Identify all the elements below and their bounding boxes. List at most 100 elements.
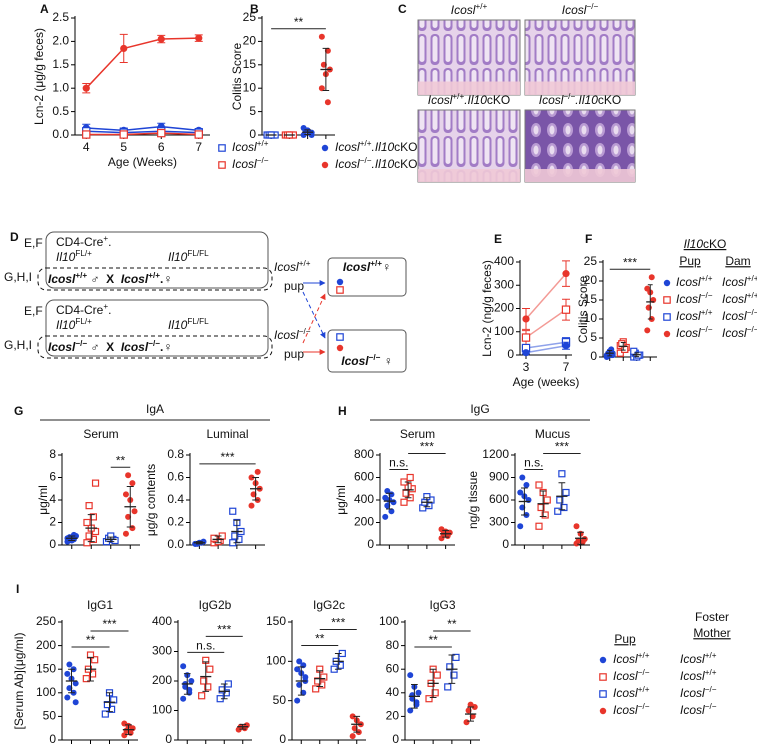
legend-label-part: Icosl [680,669,705,683]
point [157,35,165,43]
point [562,488,570,497]
x-tick-label: 6 [158,140,165,154]
legend-label: Icosl−/− [722,308,757,324]
legend-marker [599,656,607,664]
y-tick-label: 0 [502,537,509,551]
sd-bar [647,284,653,320]
sd-bar [521,487,528,516]
point [349,713,356,720]
y-tick-label: 10 [243,80,257,94]
y-tick-label: 0 [392,732,399,746]
cross-text-part: FL/+ [75,317,92,326]
point [320,673,328,681]
point [537,503,545,512]
y-axis-label: Colitis Score [230,43,244,111]
point [463,719,470,726]
legend-marker [663,330,671,338]
legend-marker [599,707,607,715]
legend-label-part: Icosl [613,669,638,683]
y-axis-label: Lcn-2 (μg/g feces) [32,28,46,125]
cross-text: Il10FL/+ [56,249,92,265]
y-tick-label: 0 [590,349,597,363]
legend-label-part: Icosl [613,686,638,700]
foster-label-part: Icosl [343,260,371,274]
legend-marker [663,279,671,287]
panel-d-diagram [37,231,407,373]
histology-submucosa [525,169,635,182]
legend-label-part: cKO [394,140,417,154]
sd-bar [106,692,113,713]
y-axis-label: ng/g tissue [466,471,480,529]
point [407,707,414,714]
point [157,128,166,138]
legend-label-part: +/+ [705,651,717,660]
legend-label-part: +/+ [360,139,372,148]
cross-tag: G,H,I [4,270,32,284]
cross-dashed-box [37,335,273,359]
point [198,692,206,700]
foster-label: Icosl+/+♀ [343,259,391,275]
point [294,697,301,704]
point [575,537,582,544]
point [129,480,136,487]
legend-label-part: −/− [638,668,650,677]
point [351,725,358,732]
x-tick-label: 5 [120,140,127,154]
point [318,681,326,689]
sd-bar [87,656,94,682]
point [535,481,543,489]
cross-text-part: .♀ [160,272,172,286]
y-tick-label: 400 [354,492,374,506]
legend-label-part: Icosl [722,326,747,340]
point [521,333,531,342]
sd-bar [607,350,613,357]
y-tick-label: 5 [249,104,256,118]
legend-label-part: +/+ [747,274,757,283]
image-label-part: .Il10 [575,93,598,107]
y-tick-label: 100 [152,703,172,717]
legend-label-part: −/− [747,308,757,317]
point [349,733,356,740]
significance-label: *** [331,616,345,630]
cross-text-part: CD4-Cre [56,235,104,249]
point [72,680,79,687]
point [562,270,570,278]
chart-title: Serum [400,427,435,441]
pup-label: pup [284,279,304,293]
point [320,61,327,68]
legend-label: Icosl−/− [722,325,757,341]
significance-label: n.s. [196,639,215,653]
sd-bar [196,541,203,545]
foster-box [327,257,407,297]
legend-marker [663,296,671,304]
point [296,658,303,665]
chart-title: Serum [83,427,118,441]
point [382,494,389,501]
point [204,683,212,691]
cross-text-part: .♀ [160,340,172,354]
y-tick-label: 300 [494,277,514,291]
y-tick-label: 0.5 [52,104,69,118]
legend-label-part: Icosl [335,140,360,154]
legend-label-part: Icosl [335,157,360,171]
point [543,496,551,504]
y-tick-label: 0 [279,732,286,746]
point [82,675,90,683]
y-tick-label: 0 [49,732,56,746]
point [384,488,391,494]
y-tick-label: 0.0 [52,127,69,141]
point [72,699,79,706]
legend-label-part: Icosl [676,309,701,323]
x-tick-label: 7 [195,140,202,154]
image-label: Icosl−/−.Il10cKO [539,92,622,108]
point [229,507,237,515]
sd-bar [448,654,456,684]
point [300,689,307,696]
point [535,522,543,530]
y-tick-label: 0 [249,127,256,141]
legend-label-part: −/− [705,685,717,694]
significance-label: ** [428,633,438,647]
chart-title: IgG2c [313,598,345,612]
legend-label-part: .Il10 [371,140,394,154]
